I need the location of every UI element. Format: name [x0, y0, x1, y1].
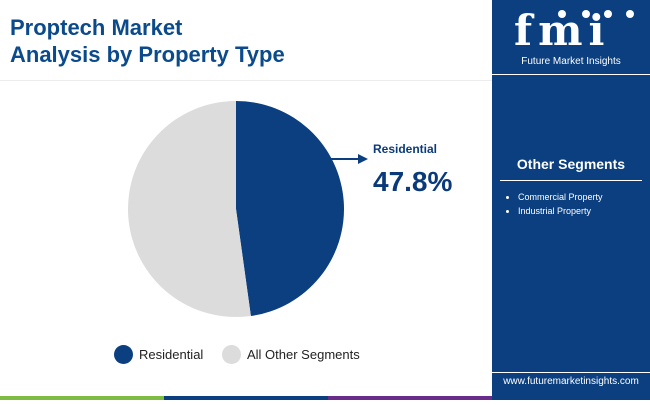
legend-label-residential: Residential — [139, 346, 204, 362]
logo-text: Future Market Insights — [521, 56, 621, 67]
logo-mark: fmi — [514, 6, 611, 55]
pie-chart — [127, 101, 368, 317]
pie-chart-area — [0, 80, 492, 400]
bottom-bar-blue — [164, 396, 328, 400]
chart-title-line-2: Analysis by Property Type — [10, 42, 285, 67]
legend-swatch-all-other-segments — [222, 344, 241, 364]
bottom-bar-green — [0, 396, 164, 400]
other-segment-item: Industrial Property — [518, 204, 603, 218]
bottom-bar-purple — [328, 396, 492, 400]
bottom-color-bar — [0, 396, 492, 400]
title-divider — [0, 80, 492, 81]
brand-logo: fmi Future Market Insights — [492, 0, 650, 74]
other-segments-divider — [500, 180, 642, 181]
chart-title-line-1: Proptech Market — [10, 15, 183, 40]
sidebar-panel: fmi Future Market Insights Other Segment… — [492, 0, 650, 400]
legend-label-all-other-segments: All Other Segments — [247, 346, 360, 362]
callout-arrow — [327, 154, 368, 164]
legend-item-all-other-segments: All Other Segments — [222, 342, 360, 366]
other-segment-item: Commercial Property — [518, 190, 603, 204]
callout-arrow-head — [358, 154, 368, 164]
callout-value: 47.8% — [373, 166, 453, 197]
other-segments-title: Other Segments — [516, 156, 626, 172]
pie-slice-residential — [236, 101, 344, 316]
sidebar-divider-top — [492, 74, 650, 75]
callout-label: Residential — [373, 142, 438, 156]
logo-icon — [558, 10, 634, 18]
website-url: www.futuremarketinsights.com — [503, 376, 639, 387]
pie-slice-all-other-segments — [127, 101, 251, 317]
sidebar-divider-bottom — [492, 372, 650, 373]
legend-swatch-residential — [114, 344, 133, 364]
other-segments-list: Commercial Property Industrial Property — [508, 190, 603, 218]
chart-legend: Residential All Other Segments — [0, 342, 492, 366]
legend-item-residential: Residential — [114, 342, 203, 366]
pie-slices — [127, 101, 344, 317]
chart-title: Proptech Market Analysis by Property Typ… — [10, 14, 410, 68]
